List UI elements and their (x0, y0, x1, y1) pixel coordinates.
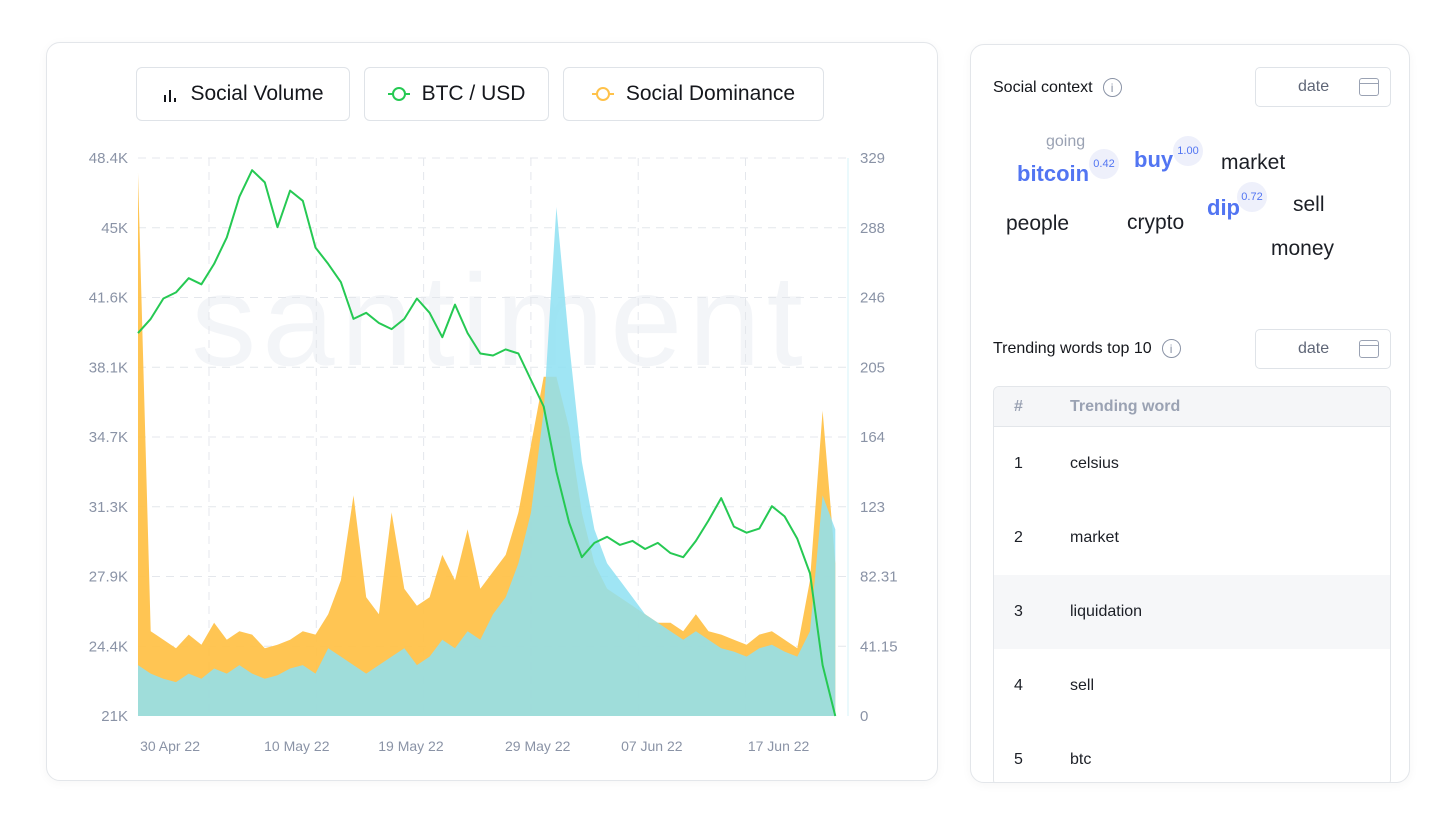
yellow-ring-icon (591, 87, 614, 101)
series-social-volume-area (138, 207, 836, 716)
trending-label: Trending words top 10 (993, 339, 1152, 357)
word-market[interactable]: market (1221, 151, 1286, 174)
word-people[interactable]: people (1006, 212, 1070, 235)
date-placeholder: date (1298, 340, 1330, 357)
x-tick-label: 30 Apr 22 (140, 738, 200, 754)
word-crypto[interactable]: crypto (1127, 211, 1185, 234)
calendar-icon (1359, 340, 1380, 358)
left-tick-label: 31.3K (89, 499, 128, 516)
right-tick-label: 246 (860, 290, 885, 307)
legend-social-dominance-button[interactable]: Social Dominance (563, 67, 824, 121)
x-tick-label: 29 May 22 (505, 738, 571, 754)
social-context-title: Social context i (993, 78, 1122, 97)
word-cell: liquidation (1070, 603, 1143, 620)
rank-cell: 4 (1014, 677, 1023, 694)
legend-label: Social Dominance (625, 82, 796, 105)
table-row[interactable]: 2 market (994, 501, 1390, 575)
right-tick-label: 82.31 (860, 569, 898, 586)
right-tick-label: 288 (860, 220, 885, 237)
trending-table: # Trending word 1 celsius 2 market 3 liquidat… (993, 386, 1391, 782)
green-ring-icon (387, 87, 410, 101)
rank-cell: 1 (1014, 455, 1023, 472)
word-buy[interactable]: buy (1134, 147, 1174, 172)
info-icon[interactable]: i (1161, 339, 1181, 358)
social-context-date-picker[interactable]: date (1255, 67, 1391, 107)
word-score-badge: 0.42 (1089, 149, 1119, 179)
word-sell[interactable]: sell (1293, 193, 1325, 216)
word-going[interactable]: going (1046, 133, 1086, 150)
table-row[interactable]: 4 sell (994, 649, 1390, 723)
col-word: Trending word (1070, 397, 1181, 415)
legend-label: Social Volume (190, 82, 324, 105)
left-tick-label: 34.7K (89, 429, 128, 446)
legend-label: BTC / USD (421, 82, 526, 105)
left-tick-label: 24.4K (89, 638, 128, 655)
date-placeholder: date (1298, 78, 1330, 95)
left-tick-label: 45K (101, 220, 128, 237)
word-cell: sell (1070, 677, 1095, 694)
x-tick-label: 10 May 22 (264, 738, 330, 754)
word-dip[interactable]: dip (1207, 195, 1240, 220)
legend-social-volume-button[interactable]: Social Volume (136, 67, 350, 121)
left-tick-label: 48.4K (89, 150, 128, 167)
right-tick-label: 41.15 (860, 638, 898, 655)
word-cell: celsius (1070, 455, 1119, 472)
left-tick-label: 38.1K (89, 359, 128, 376)
rank-cell: 5 (1014, 751, 1023, 768)
right-tick-label: 123 (860, 499, 885, 516)
right-tick-label: 329 (860, 150, 885, 167)
trending-date-picker[interactable]: date (1255, 329, 1391, 369)
right-tick-label: 0 (860, 708, 868, 725)
right-tick-label: 164 (860, 429, 885, 446)
word-score-badge: 1.00 (1173, 136, 1203, 166)
word-bitcoin[interactable]: bitcoin (1017, 161, 1090, 186)
table-row[interactable]: 1 celsius (994, 427, 1390, 501)
series-btc-usd-line (137, 169, 837, 717)
word-score-badge: 0.72 (1237, 182, 1267, 212)
word-money[interactable]: money (1271, 237, 1335, 260)
col-rank: # (1014, 397, 1023, 415)
rank-cell: 2 (1014, 529, 1023, 546)
trending-title: Trending words top 10 i (993, 339, 1181, 358)
side-panel: Social context i date going bitcoin 0.42 bu… (970, 44, 1410, 783)
right-tick-label: 205 (860, 359, 885, 376)
calendar-icon (1359, 78, 1380, 96)
info-icon[interactable]: i (1102, 78, 1122, 97)
watermark-logo: santiment (191, 247, 809, 393)
rank-cell: 3 (1014, 603, 1023, 620)
bar-chart-icon (164, 90, 177, 102)
social-context-label: Social context (993, 78, 1093, 96)
word-cell: market (1070, 529, 1119, 546)
left-tick-label: 27.9K (89, 569, 128, 586)
table-header: # Trending word (994, 387, 1390, 427)
x-tick-label: 17 Jun 22 (748, 738, 810, 754)
x-tick-label: 19 May 22 (378, 738, 444, 754)
left-tick-label: 21K (101, 708, 128, 725)
x-tick-label: 07 Jun 22 (621, 738, 683, 754)
left-tick-label: 41.6K (89, 290, 128, 307)
table-row[interactable]: 3 liquidation (994, 575, 1390, 649)
legend-btc-usd-button[interactable]: BTC / USD (364, 67, 549, 121)
word-cell: btc (1070, 751, 1092, 768)
table-row[interactable]: 5 btc (994, 723, 1390, 782)
